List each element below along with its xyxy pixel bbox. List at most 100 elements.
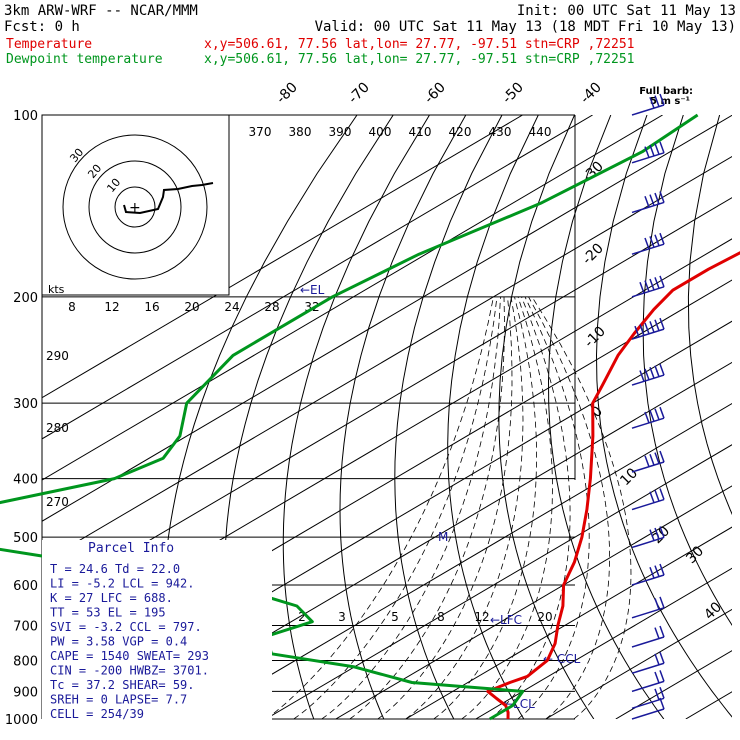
wind-barb-flag xyxy=(649,491,655,503)
isotherm-line xyxy=(42,155,732,563)
moist-adiabat xyxy=(517,296,590,719)
wind-barb-flag xyxy=(639,370,645,382)
wind-barb-flag xyxy=(639,281,645,294)
pressure-tick-label: 1000 xyxy=(5,713,38,728)
wind-barb-flag xyxy=(659,450,665,463)
theta-label: 290 xyxy=(46,349,69,363)
wind-barb-flag xyxy=(659,93,665,106)
wind-barb-flag xyxy=(649,410,655,422)
mixing-ratio-label: 5 xyxy=(391,610,399,624)
isotherm-label: 30 xyxy=(683,543,707,567)
wind-barb-flag xyxy=(659,141,665,154)
mixing-ratio-label: 2 xyxy=(298,610,306,624)
hodograph-x-tick: 24 xyxy=(224,300,239,314)
wind-barb-flag xyxy=(654,319,660,331)
wind-barb-flag xyxy=(644,196,650,208)
pressure-tick-label: 600 xyxy=(13,579,38,594)
parcel-info-row: Tc = 37.2 SHEAR= 59. xyxy=(50,678,195,692)
isotherm-line xyxy=(195,403,732,719)
parcel-info-row: TT = 53 EL = 195 xyxy=(50,606,166,620)
pressure-tick-label: 800 xyxy=(13,654,38,669)
wind-barb-flag xyxy=(649,144,655,157)
isotherm-line xyxy=(42,115,593,440)
init-time: Init: 00 UTC Sat 11 May 13 xyxy=(517,3,736,19)
lfc-marker: ←LFC xyxy=(490,613,522,627)
mixing-ratio-label: 8 xyxy=(437,610,445,624)
theta-label: 270 xyxy=(46,495,69,509)
wind-barb-flag xyxy=(659,191,665,203)
isotherm-label: -10 xyxy=(581,323,608,350)
wind-barb-flag xyxy=(654,489,660,502)
wind-barb-flag xyxy=(654,653,660,666)
moist-adiabat xyxy=(349,296,505,719)
isotherm-label: -20 xyxy=(579,240,606,267)
moist-adiabat xyxy=(528,296,611,719)
hodograph-trace xyxy=(123,182,214,215)
wind-barb-flag xyxy=(659,488,665,500)
pressure-tick-label: 200 xyxy=(13,291,38,306)
isotherm-line xyxy=(335,485,732,719)
isotherm-label: -80 xyxy=(273,79,300,106)
wind-barb-flag xyxy=(659,697,665,710)
hodograph-x-tick: 28 xyxy=(264,300,279,314)
theta-e-label: 410 xyxy=(409,125,432,139)
temperature-profile xyxy=(486,251,740,720)
theta-e-label: 370 xyxy=(249,125,272,139)
wind-barb-flag xyxy=(659,596,665,609)
hodograph-x-tick: 8 xyxy=(68,300,76,314)
wind-barb-flag xyxy=(649,566,655,579)
parcel-info-title: Parcel Info xyxy=(88,541,174,556)
valid-time: Valid: 00 UTC Sat 11 May 13 (18 MDT Fri … xyxy=(315,19,736,35)
wind-barb-flag xyxy=(649,529,655,541)
wind-barb-flag xyxy=(659,317,665,330)
parcel-info-row: CIN = -200 HWBZ= 3701. xyxy=(50,664,209,678)
parcel-info-row: PW = 3.58 VGP = 0.4 xyxy=(50,635,187,649)
hodograph-center: + xyxy=(129,200,141,216)
dry-adiabat xyxy=(498,115,595,719)
wind-barb-flag xyxy=(649,321,655,333)
isotherm-label: -50 xyxy=(499,79,526,106)
wind-barb-flag xyxy=(644,280,650,292)
wind-barb-flag xyxy=(649,367,655,379)
wind-barb-flag xyxy=(634,325,640,338)
moist-adiabat xyxy=(321,296,501,719)
isotherm-label: 0 xyxy=(588,403,606,421)
isotherm-line xyxy=(42,115,732,522)
dry-adiabat xyxy=(733,115,740,719)
wind-barb-flag xyxy=(644,411,650,424)
forecast-hour: Fcst: 0 h xyxy=(4,19,80,35)
pressure-tick-label: 300 xyxy=(13,397,38,412)
isotherm-label-20: 20 xyxy=(537,610,552,624)
isotherm-line xyxy=(42,197,732,605)
isotherm-line xyxy=(405,526,732,719)
pressure-tick-label: 500 xyxy=(13,531,38,546)
isotherm-label: 40 xyxy=(701,599,725,623)
pressure-tick-label: 700 xyxy=(13,619,38,634)
hodograph-x-tick: 12 xyxy=(104,300,119,314)
wind-barb-flag xyxy=(654,408,660,421)
wind-barb-flag xyxy=(644,368,650,381)
el-marker: ←EL xyxy=(300,283,325,297)
theta-label: 280 xyxy=(46,421,69,435)
mixing-ratio-label: 3 xyxy=(338,610,346,624)
parcel-info-row: T = 24.6 Td = 22.0 xyxy=(50,562,180,576)
parcel-info-row: SREH = 0 LAPSE= 7.7 xyxy=(50,693,187,707)
hodograph-frame xyxy=(41,114,230,296)
wind-barb-flag xyxy=(654,143,660,155)
hodograph-ring-30 xyxy=(62,134,208,280)
wind-barb-flag xyxy=(654,365,660,377)
dewpoint-profile xyxy=(0,113,699,721)
mixing-ratio-label: 12 xyxy=(474,610,489,624)
dry-adiabat xyxy=(687,115,732,516)
dewpoint-location-info: x,y=506.61, 77.56 lat,lon= 27.77, -97.51… xyxy=(204,52,634,67)
wind-barb-flag xyxy=(659,652,665,664)
wind-barb-flag xyxy=(649,194,655,206)
wind-barb-flag xyxy=(654,671,660,684)
hodograph-units: kts xyxy=(48,283,65,296)
temperature-location-info: x,y=506.61, 77.56 lat,lon= 27.77, -97.51… xyxy=(204,37,634,52)
dry-adiabat xyxy=(447,115,539,719)
wind-barb-flag xyxy=(659,687,665,699)
model-title: 3km ARW-WRF -- NCAR/MMM xyxy=(4,3,198,19)
theta-e-label: 430 xyxy=(489,125,512,139)
theta-e-label: 420 xyxy=(449,125,472,139)
